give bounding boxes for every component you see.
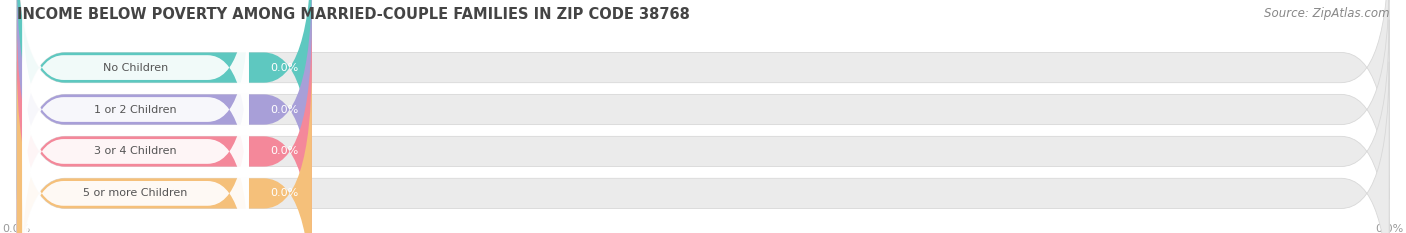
FancyBboxPatch shape: [22, 38, 249, 233]
Text: 0.0%: 0.0%: [270, 147, 298, 156]
FancyBboxPatch shape: [17, 0, 312, 233]
FancyBboxPatch shape: [17, 20, 1389, 233]
Text: 0.0%: 0.0%: [270, 188, 298, 198]
FancyBboxPatch shape: [17, 0, 1389, 199]
Text: 3 or 4 Children: 3 or 4 Children: [94, 147, 177, 156]
Text: 0.0%: 0.0%: [270, 105, 298, 114]
FancyBboxPatch shape: [22, 80, 249, 233]
FancyBboxPatch shape: [17, 62, 312, 233]
Text: 0.0%: 0.0%: [270, 63, 298, 72]
FancyBboxPatch shape: [22, 0, 249, 181]
Text: 5 or more Children: 5 or more Children: [83, 188, 188, 198]
Text: Source: ZipAtlas.com: Source: ZipAtlas.com: [1264, 7, 1389, 20]
Text: No Children: No Children: [103, 63, 169, 72]
Text: 1 or 2 Children: 1 or 2 Children: [94, 105, 177, 114]
FancyBboxPatch shape: [22, 0, 249, 223]
FancyBboxPatch shape: [17, 0, 312, 199]
FancyBboxPatch shape: [17, 20, 312, 233]
FancyBboxPatch shape: [17, 62, 1389, 233]
FancyBboxPatch shape: [17, 0, 1389, 233]
Text: INCOME BELOW POVERTY AMONG MARRIED-COUPLE FAMILIES IN ZIP CODE 38768: INCOME BELOW POVERTY AMONG MARRIED-COUPL…: [17, 7, 690, 22]
